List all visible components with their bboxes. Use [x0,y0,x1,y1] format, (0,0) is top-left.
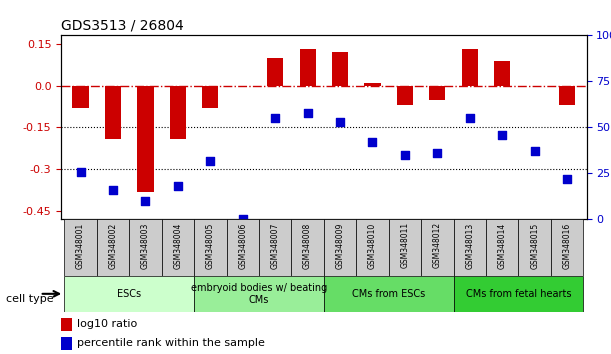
Text: GSM348008: GSM348008 [303,222,312,269]
FancyBboxPatch shape [194,219,227,276]
FancyBboxPatch shape [227,219,259,276]
Bar [202,86,218,108]
Point [302,110,312,115]
FancyBboxPatch shape [421,219,453,276]
Bar [105,86,121,139]
Text: GSM348015: GSM348015 [530,222,539,269]
Bar [170,86,186,139]
Text: GSM348010: GSM348010 [368,222,377,269]
Point [141,198,150,204]
Bar [462,49,478,86]
FancyBboxPatch shape [519,219,551,276]
Text: cell type: cell type [6,294,54,304]
Text: CMs from ESCs: CMs from ESCs [352,289,425,299]
FancyBboxPatch shape [356,219,389,276]
Text: GSM348011: GSM348011 [400,222,409,268]
FancyBboxPatch shape [551,219,584,276]
Text: GSM348003: GSM348003 [141,222,150,269]
Text: GSM348001: GSM348001 [76,222,85,269]
Point [335,119,345,125]
FancyBboxPatch shape [324,276,453,312]
Text: log10 ratio: log10 ratio [77,319,137,329]
FancyBboxPatch shape [64,219,97,276]
Text: percentile rank within the sample: percentile rank within the sample [77,338,265,348]
FancyBboxPatch shape [291,219,324,276]
FancyBboxPatch shape [129,219,162,276]
Text: GSM348005: GSM348005 [206,222,215,269]
Bar [61,337,71,350]
Text: GSM348009: GSM348009 [335,222,345,269]
Bar [137,86,153,192]
Text: GDS3513 / 26804: GDS3513 / 26804 [61,19,184,33]
Text: GSM348012: GSM348012 [433,222,442,268]
FancyBboxPatch shape [389,219,421,276]
Point [368,139,378,145]
Point [173,183,183,189]
FancyBboxPatch shape [97,219,129,276]
Text: GSM348004: GSM348004 [174,222,182,269]
FancyBboxPatch shape [324,219,356,276]
Point [497,132,507,138]
Point [76,169,86,175]
Bar [299,49,316,86]
Text: GSM348016: GSM348016 [563,222,572,269]
Bar [332,52,348,86]
Point [530,149,540,154]
Bar [494,61,510,86]
Point [562,176,572,182]
Bar [61,318,71,331]
Bar [73,86,89,108]
Point [270,115,280,121]
Text: GSM348007: GSM348007 [271,222,280,269]
Text: GSM348013: GSM348013 [466,222,474,269]
FancyBboxPatch shape [453,219,486,276]
Bar [267,58,284,86]
Text: embryoid bodies w/ beating
CMs: embryoid bodies w/ beating CMs [191,283,327,305]
FancyBboxPatch shape [486,219,519,276]
Text: ESCs: ESCs [117,289,141,299]
Bar [397,86,413,105]
Text: GSM348006: GSM348006 [238,222,247,269]
FancyBboxPatch shape [162,219,194,276]
Text: GSM348014: GSM348014 [498,222,507,269]
Bar [559,86,575,105]
Bar [430,86,445,99]
Point [465,115,475,121]
FancyBboxPatch shape [194,276,324,312]
Point [238,217,247,222]
Point [108,187,118,193]
FancyBboxPatch shape [259,219,291,276]
Text: GSM348002: GSM348002 [109,222,117,269]
FancyBboxPatch shape [453,276,584,312]
Point [400,152,410,158]
Text: CMs from fetal hearts: CMs from fetal hearts [466,289,571,299]
FancyBboxPatch shape [64,276,194,312]
Point [205,158,215,164]
Bar [364,83,381,86]
Point [433,150,442,156]
